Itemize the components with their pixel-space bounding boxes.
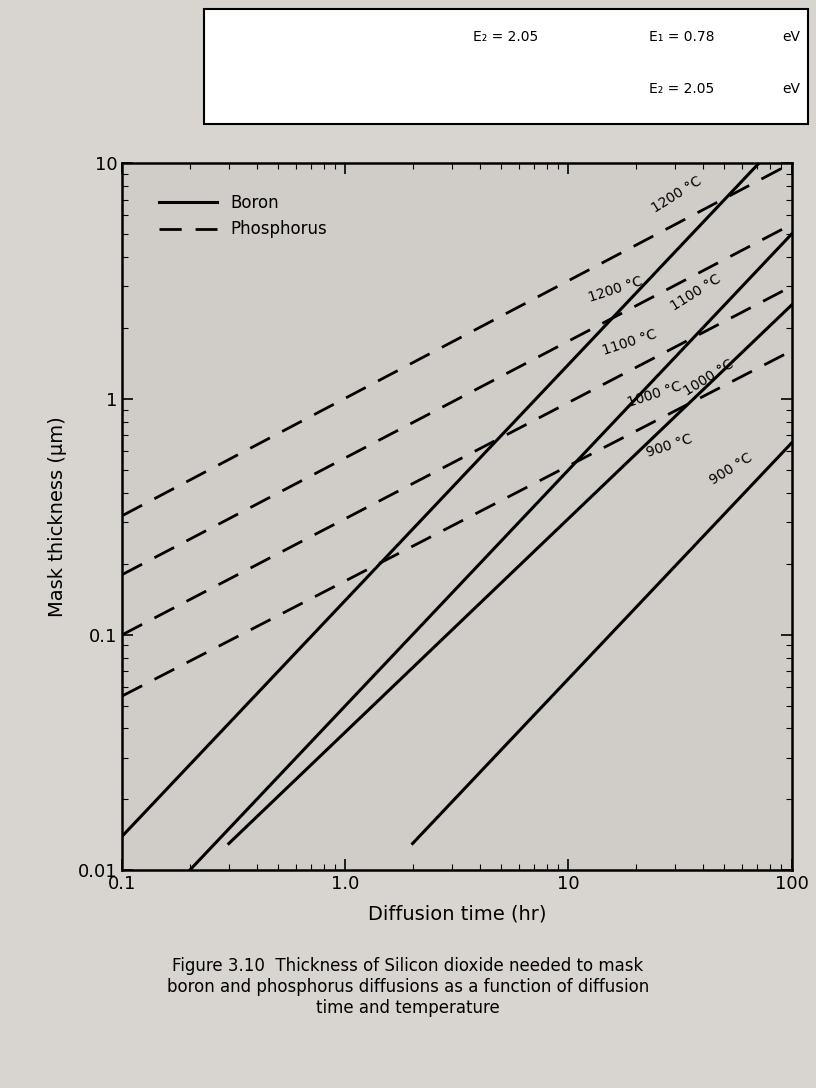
Text: 1200 °C: 1200 °C xyxy=(586,274,644,305)
Text: 1100 °C: 1100 °C xyxy=(601,326,659,358)
Text: Figure 3.10  Thickness of Silicon dioxide needed to mask
boron and phosphorus di: Figure 3.10 Thickness of Silicon dioxide… xyxy=(167,957,649,1017)
Text: E₂ = 2.05: E₂ = 2.05 xyxy=(473,29,539,44)
Text: 900 °C: 900 °C xyxy=(707,450,755,487)
Legend: Boron, Phosphorus: Boron, Phosphorus xyxy=(151,186,336,247)
Text: E₂ = 2.05: E₂ = 2.05 xyxy=(649,82,714,96)
Text: E₁ = 0.78: E₁ = 0.78 xyxy=(649,29,714,44)
Y-axis label: Mask thickness (μm): Mask thickness (μm) xyxy=(48,417,67,617)
Text: eV: eV xyxy=(783,82,800,96)
Bar xyxy=(204,9,808,124)
Text: 1000 °C: 1000 °C xyxy=(681,357,736,399)
Text: 1200 °C: 1200 °C xyxy=(650,174,704,215)
Text: eV: eV xyxy=(783,29,800,44)
Text: 1100 °C: 1100 °C xyxy=(668,272,724,313)
Text: 1000 °C: 1000 °C xyxy=(625,379,683,410)
X-axis label: Diffusion time (hr): Diffusion time (hr) xyxy=(368,904,546,924)
Text: 900 °C: 900 °C xyxy=(645,432,694,460)
